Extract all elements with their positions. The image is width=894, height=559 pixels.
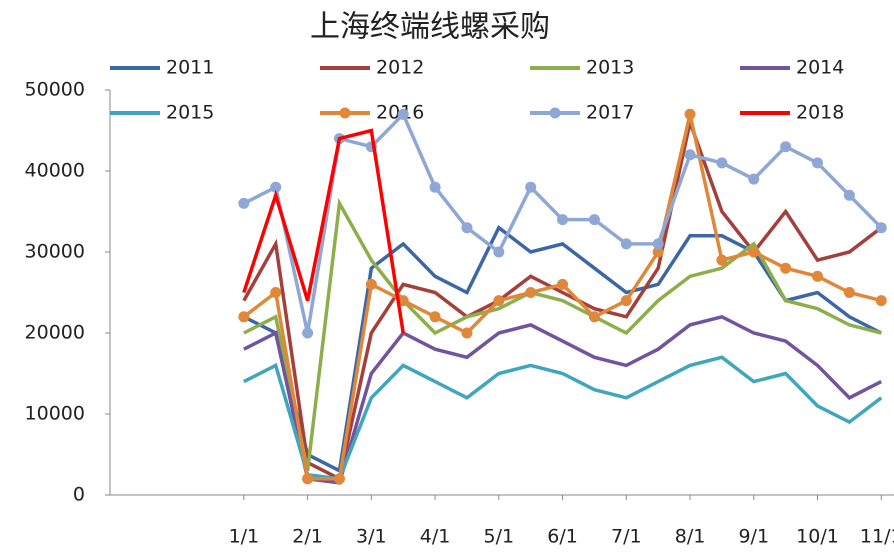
data-point xyxy=(397,295,409,307)
y-tick-label: 10000 xyxy=(25,403,85,425)
x-tick-label: 10/1 xyxy=(796,526,839,548)
legend-label: 2017 xyxy=(586,102,634,124)
data-point xyxy=(365,278,377,290)
data-point xyxy=(812,270,824,282)
x-tick-label: 2/1 xyxy=(292,526,323,548)
data-point xyxy=(620,238,632,250)
data-point xyxy=(780,262,792,274)
data-point xyxy=(843,287,855,298)
x-tick-label: 1/1 xyxy=(229,526,260,548)
y-tick-label: 40000 xyxy=(25,160,85,182)
series-line xyxy=(243,314,883,485)
data-point xyxy=(238,311,250,323)
data-point xyxy=(270,181,282,193)
data-point xyxy=(652,246,664,258)
data-point xyxy=(493,246,505,258)
y-tick-label: 30000 xyxy=(25,241,85,263)
legend-label: 2014 xyxy=(796,57,844,79)
data-point xyxy=(270,287,282,298)
y-tick-label: 50000 xyxy=(25,79,85,101)
series-line xyxy=(242,128,405,334)
legend-marker xyxy=(339,107,351,119)
data-point xyxy=(748,246,760,258)
data-point xyxy=(238,197,250,209)
data-point xyxy=(397,108,409,120)
data-point xyxy=(588,214,600,226)
legend-marker xyxy=(549,107,561,119)
data-point xyxy=(716,254,728,266)
data-point xyxy=(780,141,792,153)
data-point xyxy=(525,181,537,193)
data-point xyxy=(875,295,887,307)
data-point xyxy=(875,222,887,234)
series-line xyxy=(243,197,882,472)
data-point xyxy=(652,238,664,250)
data-point xyxy=(684,149,696,161)
x-tick-label: 4/1 xyxy=(420,526,451,548)
x-tick-label: 9/1 xyxy=(738,526,769,548)
data-point xyxy=(461,222,473,234)
legend-label: 2012 xyxy=(376,57,424,79)
x-tick-label: 7/1 xyxy=(611,526,642,548)
data-point xyxy=(684,108,696,120)
data-point xyxy=(812,157,824,169)
y-tick-label: 20000 xyxy=(25,322,85,344)
data-point xyxy=(557,214,569,226)
data-point xyxy=(333,473,345,485)
data-point xyxy=(429,311,441,323)
x-tick-label: 5/1 xyxy=(484,526,515,548)
data-point xyxy=(493,295,505,307)
data-point xyxy=(748,173,760,185)
y-tick-label: 0 xyxy=(73,484,85,506)
data-point xyxy=(620,295,632,307)
data-point xyxy=(429,181,441,193)
legend-label: 2011 xyxy=(166,57,214,79)
series-line xyxy=(243,355,883,481)
legend-label: 2015 xyxy=(166,102,214,124)
data-point xyxy=(302,327,314,339)
data-point xyxy=(461,327,473,339)
series-line xyxy=(242,116,883,482)
data-point xyxy=(588,311,600,323)
legend-label: 2013 xyxy=(586,57,634,79)
data-point xyxy=(525,287,537,298)
x-tick-label: 8/1 xyxy=(675,526,706,548)
data-point xyxy=(843,189,855,201)
chart-title: 上海终端线螺采购 xyxy=(310,10,550,45)
series-line xyxy=(242,113,882,481)
legend-label: 2018 xyxy=(796,102,844,124)
x-tick-label: 3/1 xyxy=(356,526,387,548)
data-point xyxy=(716,157,728,169)
x-tick-label: 11/1 xyxy=(860,526,894,548)
x-tick-label: 6/1 xyxy=(547,526,578,548)
data-point xyxy=(302,473,314,485)
data-point xyxy=(557,278,569,290)
